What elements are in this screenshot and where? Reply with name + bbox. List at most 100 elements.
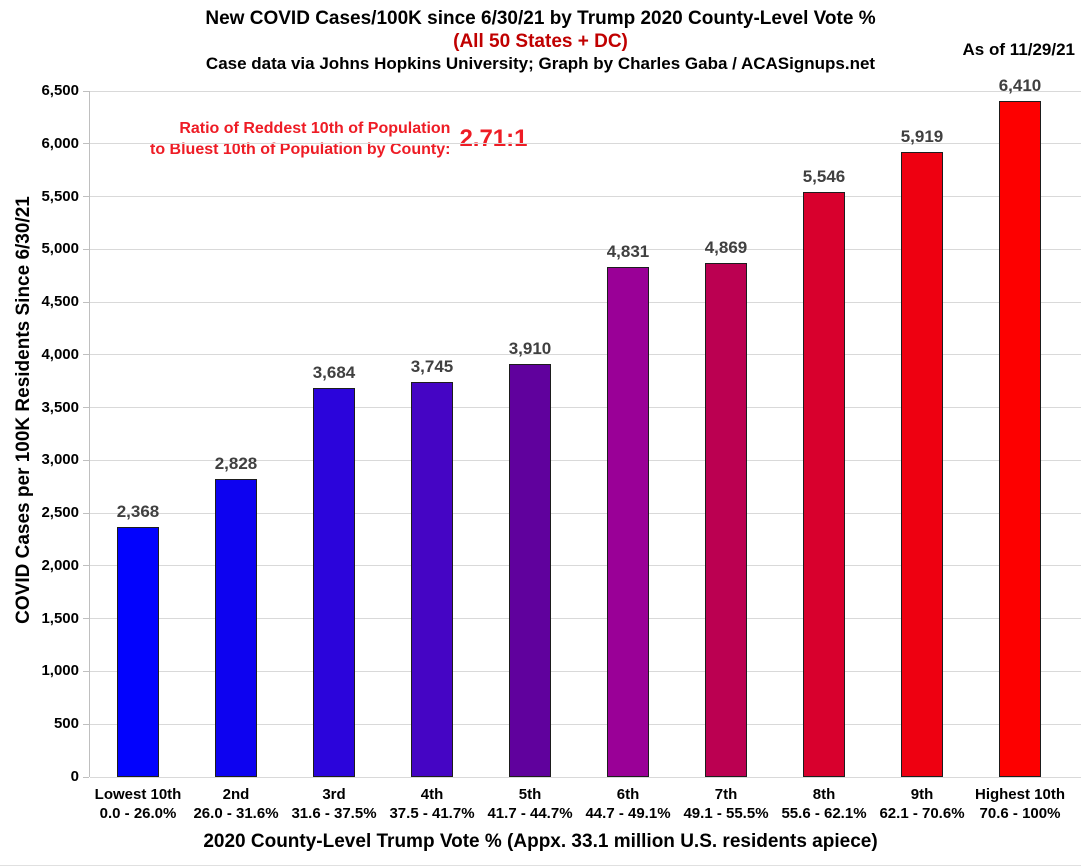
- ratio-annotation: Ratio of Reddest 10th of Population to B…: [150, 118, 528, 160]
- y-tick-label: 3,500: [41, 398, 79, 416]
- bar-value-label: 4,831: [606, 242, 650, 262]
- y-tick-mark: [83, 618, 89, 620]
- gridline: [90, 407, 1081, 409]
- gridline: [90, 565, 1081, 567]
- y-tick-label: 3,000: [41, 451, 79, 469]
- x-category-name: 9th: [910, 786, 934, 803]
- y-tick-mark: [83, 143, 89, 145]
- x-category-label: Highest 10th 70.6 - 100%: [971, 785, 1069, 823]
- x-category-name: 7th: [714, 786, 738, 803]
- gridline: [90, 248, 1081, 250]
- x-category-name: 2nd: [222, 786, 250, 803]
- x-category-range: 70.6 - 100%: [979, 805, 1061, 822]
- bar: [607, 267, 649, 777]
- x-category-label: 3rd 31.6 - 37.5%: [285, 785, 383, 823]
- gridline: [90, 618, 1081, 620]
- x-category-label: 6th 44.7 - 49.1%: [579, 785, 677, 823]
- bar: [411, 381, 453, 777]
- ratio-value: 2.71:1: [459, 125, 528, 152]
- x-category-name: Highest 10th: [974, 786, 1065, 803]
- y-tick-mark: [83, 354, 89, 356]
- bar-value-label: 5,919: [900, 127, 944, 147]
- gridline: [90, 354, 1081, 356]
- y-tick-mark: [83, 301, 89, 303]
- x-category-name: 4th: [420, 786, 444, 803]
- y-tick-mark: [83, 670, 89, 672]
- bar-value-label: 3,745: [410, 356, 454, 376]
- bar: [705, 263, 747, 777]
- bar: [803, 191, 845, 777]
- bar: [901, 152, 943, 777]
- y-tick-label: 6,000: [41, 134, 79, 152]
- gridline: [90, 143, 1081, 145]
- x-category-name: Lowest 10th: [94, 786, 182, 803]
- x-category-label: 2nd 26.0 - 31.6%: [187, 785, 285, 823]
- x-category-range: 26.0 - 31.6%: [193, 805, 279, 822]
- bar-value-label: 6,410: [998, 75, 1042, 95]
- x-category-name: 5th: [518, 786, 542, 803]
- chart-credit: Case data via Johns Hopkins University; …: [205, 54, 876, 73]
- y-tick-mark: [83, 90, 89, 92]
- bar-value-label: 2,368: [116, 502, 160, 522]
- y-tick-label: 6,500: [41, 82, 79, 99]
- x-category-range: 41.7 - 44.7%: [487, 805, 573, 822]
- x-category-name: 8th: [812, 786, 836, 803]
- gridline: [90, 723, 1081, 725]
- ratio-annotation-line1: Ratio of Reddest 10th of Population: [179, 120, 451, 137]
- y-tick-mark: [83, 723, 89, 725]
- y-tick-label: 5,500: [41, 187, 79, 205]
- x-category-range: 37.5 - 41.7%: [389, 805, 475, 822]
- y-tick-mark: [83, 248, 89, 250]
- y-tick-label: 500: [53, 715, 79, 733]
- y-axis-line: [89, 91, 90, 777]
- y-tick-mark: [83, 512, 89, 514]
- bar-value-label: 2,828: [214, 453, 258, 473]
- x-category-label: 4th 37.5 - 41.7%: [383, 785, 481, 823]
- y-tick-label: 2,500: [41, 504, 79, 522]
- as-of-date: As of 11/29/21: [962, 40, 1075, 59]
- bar: [117, 527, 159, 777]
- y-tick-label: 1,000: [41, 662, 79, 680]
- gridline: [90, 512, 1081, 514]
- gridline: [90, 670, 1081, 672]
- ratio-annotation-text: Ratio of Reddest 10th of Population to B…: [150, 118, 450, 160]
- bar-value-label: 4,869: [704, 238, 748, 258]
- y-tick-mark: [83, 565, 89, 567]
- gridline: [90, 301, 1081, 303]
- bar: [999, 100, 1041, 777]
- bar: [215, 478, 257, 777]
- x-category-range: 49.1 - 55.5%: [683, 805, 769, 822]
- x-category-name: 3rd: [322, 786, 346, 803]
- x-category-label: Lowest 10th 0.0 - 26.0%: [89, 785, 187, 823]
- x-axis-labels: Lowest 10th 0.0 - 26.0% 2nd 26.0 - 31.6% 3rd…: [89, 785, 1069, 823]
- bar-value-label: 3,684: [312, 363, 356, 383]
- x-category-label: 9th 62.1 - 70.6%: [873, 785, 971, 823]
- y-tick-label: 2,000: [41, 556, 79, 574]
- y-tick-mark: [83, 407, 89, 409]
- y-tick-label: 4,500: [41, 293, 79, 311]
- x-category-range: 31.6 - 37.5%: [291, 805, 377, 822]
- x-category-label: 5th 41.7 - 44.7%: [481, 785, 579, 823]
- gridline: [90, 459, 1081, 461]
- ratio-annotation-line2: to Bluest 10th of Population by County:: [150, 141, 451, 158]
- gridline: [90, 196, 1081, 198]
- bar-value-label: 3,910: [508, 339, 552, 359]
- bar: [313, 388, 355, 777]
- chart-title: New COVID Cases/100K since 6/30/21 by Tr…: [205, 8, 876, 29]
- y-tick-mark: [83, 196, 89, 198]
- x-category-range: 44.7 - 49.1%: [585, 805, 671, 822]
- x-axis-title: 2020 County-Level Trump Vote % (Appx. 33…: [203, 831, 878, 852]
- y-tick-label: 4,000: [41, 345, 79, 363]
- x-category-range: 0.0 - 26.0%: [99, 805, 177, 822]
- y-tick-label: 0: [70, 768, 79, 785]
- x-category-label: 8th 55.6 - 62.1%: [775, 785, 873, 823]
- gridline: [90, 776, 1081, 778]
- gridline: [90, 90, 1081, 92]
- y-tick-label: 5,000: [41, 240, 79, 258]
- y-tick-label: 1,500: [41, 609, 79, 627]
- chart-subtitle: (All 50 States + DC): [453, 31, 628, 52]
- bar-value-label: 5,546: [802, 166, 846, 186]
- bar: [509, 364, 551, 777]
- x-category-range: 55.6 - 62.1%: [781, 805, 867, 822]
